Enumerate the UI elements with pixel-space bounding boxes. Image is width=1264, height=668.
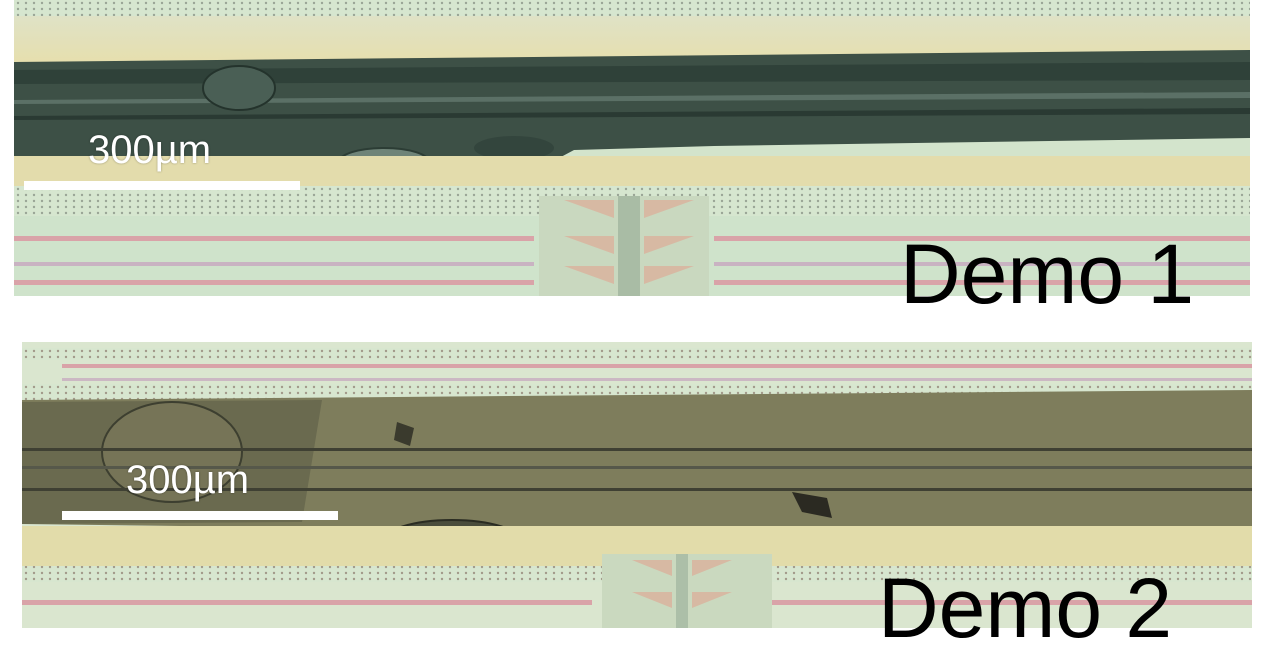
micrograph-demo-1 xyxy=(14,0,1250,296)
scale-bar-demo-1 xyxy=(24,181,300,190)
panel-label-demo-2: Demo 2 xyxy=(878,561,1173,655)
panel-label-demo-1: Demo 1 xyxy=(900,227,1195,321)
scale-bar-label-demo-2: 300µm xyxy=(126,458,250,502)
micrograph-demo-1-image xyxy=(14,0,1250,296)
scale-bar-label-demo-1: 300µm xyxy=(88,128,212,172)
micrograph-demo-2 xyxy=(22,342,1252,628)
micrograph-demo-2-image xyxy=(22,342,1252,628)
scale-bar-demo-2 xyxy=(62,511,338,520)
